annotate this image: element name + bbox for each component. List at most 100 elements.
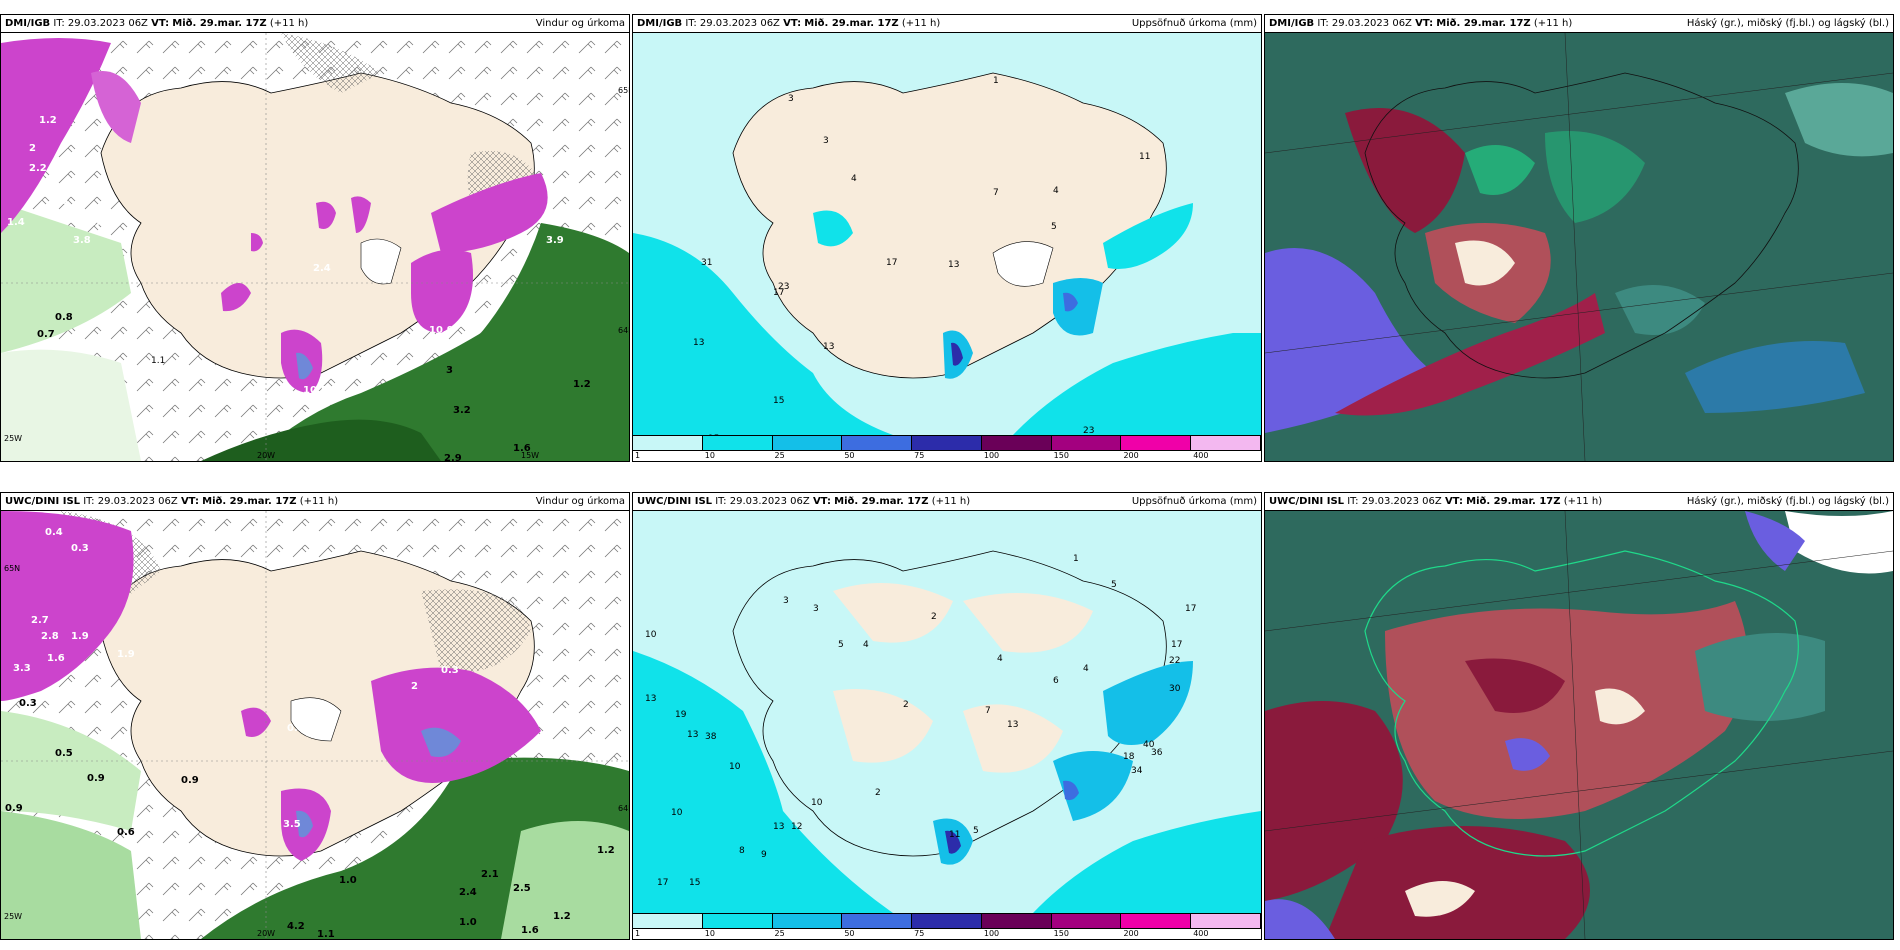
value-label: 9 [761,850,767,860]
value-label: 10 [671,808,683,818]
value-label: 0.5 [55,748,73,759]
value-label: 38 [705,732,717,742]
legend-tick-label: 400 [1193,929,1209,938]
coord-label: 20W [257,929,275,938]
panel-title: UWC/DINI ISL IT: 29.03.2023 06Z VT: Mið.… [5,496,339,507]
value-label: 17 [1185,604,1196,614]
value-label: 1 [993,76,999,86]
map-cloud-cover [1265,33,1893,461]
value-label: 3.5 [283,819,301,830]
legend-swatch [1191,914,1261,928]
legend-swatch [1191,436,1261,450]
value-label: 3 [823,136,829,146]
value-label: 0.3 [441,665,459,676]
panel-header: UWC/DINI ISL IT: 29.03.2023 06Z VT: Mið.… [1,493,629,511]
legend-tick-label: 150 [1053,929,1069,938]
panel-product: Uppsöfnuð úrkoma (mm) [1131,496,1257,507]
value-label: 4 [863,640,869,650]
value-label: 12 [791,822,802,832]
legend-tick-label: 1 [635,451,641,460]
coord-label: 65N [618,86,629,95]
panel-header: UWC/DINI ISL IT: 29.03.2023 06Z VT: Mið.… [633,493,1261,511]
panel-dmi-wind-precip: DMI/IGB IT: 29.03.2023 06Z VT: Mið. 29.m… [0,14,630,462]
value-label: 0.3 [71,543,89,554]
value-label: 30 [1169,684,1181,694]
value-label: 6 [1053,676,1059,686]
precip-legend: 1 10 25 50 75 100 150 200 400 [633,435,1261,461]
value-label: 0.9 [5,803,23,814]
value-label: 5 [838,640,844,650]
panel-title: DMI/IGB IT: 29.03.2023 06Z VT: Mið. 29.m… [637,18,941,29]
panel-title: UWC/DINI ISL IT: 29.03.2023 06Z VT: Mið.… [637,496,971,507]
legend-swatch [702,436,773,450]
legend-swatch [772,914,843,928]
value-label: 1.6 [513,443,531,454]
value-label: 2 [411,681,418,692]
panel-product: Vindur og úrkoma [535,496,625,507]
legend-tick-label: 200 [1123,929,1139,938]
legend-tick-label: 100 [983,451,1000,460]
value-label: 3.9 [546,235,564,246]
value-label: 13 [823,342,834,352]
value-label: 8 [739,846,745,856]
value-label: 2.5 [513,883,531,894]
legend-tick-label: 75 [914,929,925,938]
legend-swatch [912,436,982,450]
legend-swatch [981,436,1052,450]
legend-tick-label: 200 [1123,451,1139,460]
value-label: 2 [931,612,937,622]
value-label: 17 [773,288,784,298]
value-label: 3.2 [453,405,471,416]
panel-product: Háský (gr.), miðský (fj.bl.) og lágský (… [1686,496,1889,507]
value-label: 11 [1139,152,1150,162]
value-label: 2 [875,788,881,798]
coord-label: 25W [4,912,22,921]
panel-header: DMI/IGB IT: 29.03.2023 06Z VT: Mið. 29.m… [1,15,629,33]
value-label: 31 [701,258,712,268]
value-label: 3 [788,94,794,104]
value-label: 2.2 [29,163,47,174]
value-label: 13 [773,822,784,832]
precip-legend: 1 10 25 50 75 100 150 200 400 [633,913,1261,939]
value-label: 5 [1051,222,1057,232]
value-label: 5 [1111,580,1117,590]
value-label: 0.6 [117,827,135,838]
panel-title: DMI/IGB IT: 29.03.2023 06Z VT: Mið. 29.m… [5,18,309,29]
value-label: 10.9 [429,325,454,336]
panel-product: Háský (gr.), miðský (fj.bl.) og lágský (… [1686,18,1889,29]
legend-swatch [633,436,703,450]
legend-tick-label: 75 [914,451,925,460]
map-cloud-cover [1265,511,1893,939]
value-label: 1.6 [47,653,65,664]
map-wind-precip: 0.4 0.3 2.7 2.8 1.9 3.3 1.6 1.9 0.3 0.5 … [1,511,629,939]
value-label: 2.4 [313,263,331,274]
value-label: 18 [1123,752,1135,762]
value-label: 3.8 [73,235,91,246]
coord-label: 25W [4,434,22,443]
value-label: 13 [645,694,656,704]
legend-tick-label: 1 [635,929,641,938]
value-label: 4 [1053,186,1059,196]
value-label: 3 [813,604,819,614]
legend-swatch [1051,914,1122,928]
legend-swatch [842,914,913,928]
coord-label: 65N [4,564,20,573]
value-label: 1 [1073,554,1079,564]
value-label: 34 [1131,766,1143,776]
value-label: 0.7 [37,329,55,340]
value-label: 1.2 [39,115,57,126]
value-label: 17 [1171,640,1182,650]
value-label: 1.4 [7,217,25,228]
value-label: 7 [985,706,991,716]
value-label: 1.2 [573,379,591,390]
legend-tick-label: 50 [844,451,855,460]
value-label: 1.0 [339,875,357,886]
value-label: 40 [1143,740,1155,750]
panel-uwc-wind-precip: UWC/DINI ISL IT: 29.03.2023 06Z VT: Mið.… [0,492,630,940]
coord-label: 64N [618,326,629,335]
value-label: 0.3 [19,698,37,709]
legend-swatch [772,436,843,450]
value-label: 5 [973,826,979,836]
legend-swatch [981,914,1052,928]
legend-tick-label: 400 [1193,451,1209,460]
